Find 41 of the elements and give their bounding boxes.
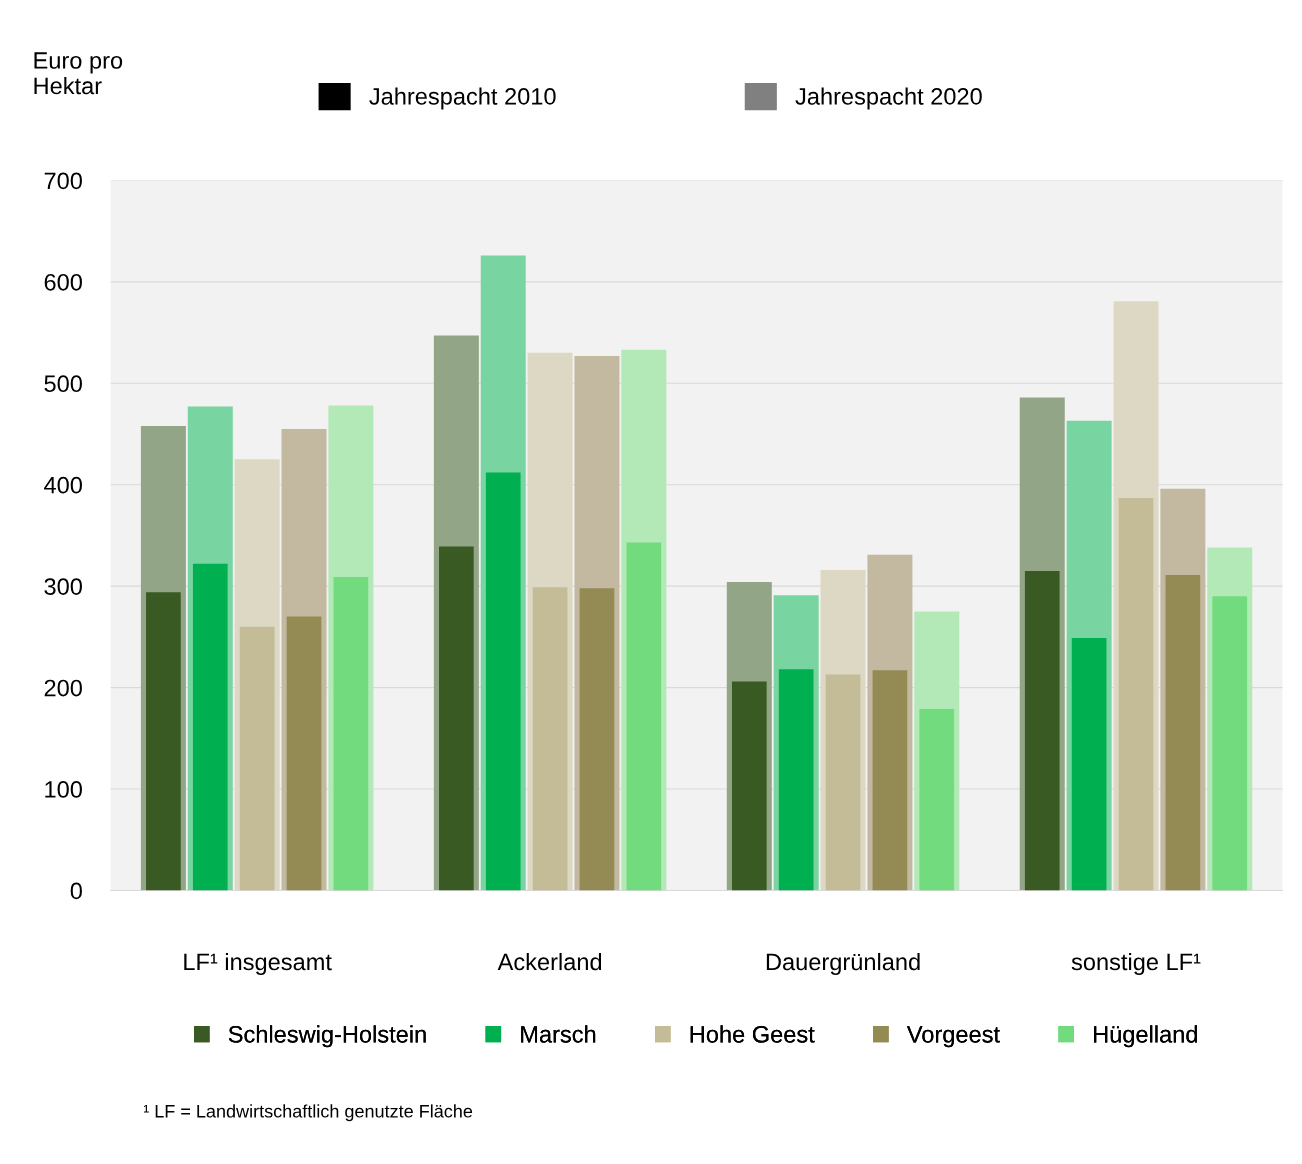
y-tick-label: 0 [70, 882, 82, 900]
bar [146, 592, 181, 891]
y-tick-label: 400 [44, 476, 82, 494]
bar [239, 626, 275, 891]
y-tick-label: 700 [44, 172, 82, 190]
y-tick-label: 600 [44, 273, 82, 291]
legend-label: Jahrespacht 2020 [795, 87, 982, 110]
bar [626, 542, 662, 891]
y-axis-title: Euro pro Hektar [34, 52, 123, 95]
bar [1071, 637, 1107, 891]
legend-label: Vorgeest [906, 1026, 1000, 1048]
bar [532, 587, 568, 891]
bar [333, 577, 369, 891]
y-tick-label: 300 [44, 578, 82, 595]
y-tick-label: 100 [45, 781, 82, 798]
legend-label: Hügelland [1094, 1025, 1197, 1048]
bar [731, 681, 767, 891]
bar [286, 616, 322, 891]
bar [1118, 497, 1154, 891]
bar [1165, 575, 1201, 891]
x-tick-label: LF¹ insgesamt [184, 952, 332, 975]
legend-label: Jahrespacht 2010 [369, 87, 556, 110]
x-tick-label: Ackerland [497, 952, 602, 971]
legend-label: Schleswig-Holstein [228, 1025, 426, 1048]
bar [1024, 570, 1060, 891]
bar [778, 669, 814, 891]
bar [1212, 596, 1248, 891]
bar [485, 472, 521, 891]
x-tick-label: Dauergrünland [766, 952, 920, 975]
text: ¹ LF = Landwirtschaftlich genutzte Fläche [143, 1104, 473, 1122]
bar [825, 674, 861, 891]
y-tick-label: 200 [44, 679, 82, 697]
bar [872, 670, 908, 891]
bar [192, 563, 228, 891]
legend-label: Hohe Geest [690, 1025, 815, 1043]
legend-label: Marsch [521, 1025, 596, 1043]
bar [579, 588, 615, 891]
bar [919, 708, 955, 891]
x-tick-label: sonstige LF¹ [1071, 952, 1201, 975]
bar [439, 546, 474, 891]
y-tick-label: 500 [44, 375, 82, 393]
